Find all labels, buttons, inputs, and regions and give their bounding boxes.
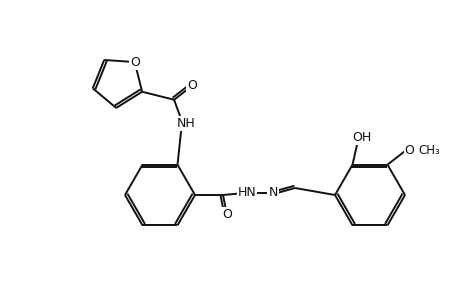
Text: O: O: [129, 56, 140, 69]
Text: O: O: [187, 79, 196, 92]
Text: NH: NH: [176, 117, 195, 130]
Text: OH: OH: [351, 131, 370, 144]
Text: O: O: [403, 144, 414, 157]
Text: N: N: [268, 187, 277, 200]
Text: O: O: [222, 208, 231, 221]
Text: HN: HN: [237, 187, 256, 200]
Text: CH₃: CH₃: [418, 144, 439, 157]
